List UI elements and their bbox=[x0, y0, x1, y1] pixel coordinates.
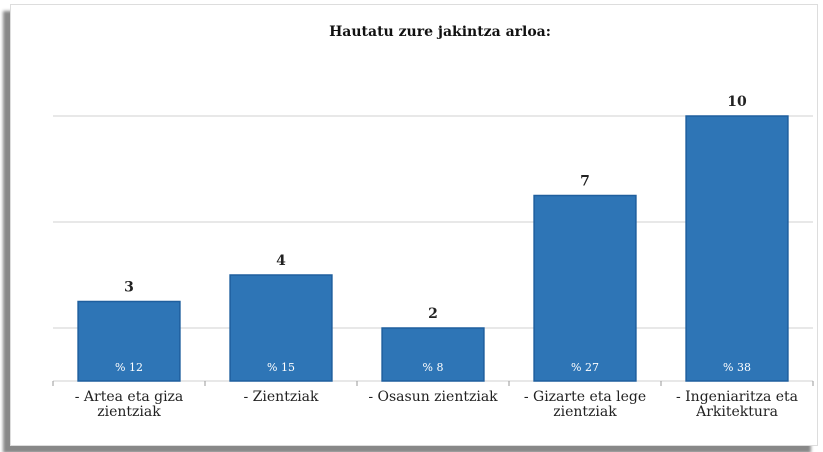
share-label: % 8 bbox=[423, 361, 444, 374]
value-label: 10 bbox=[727, 94, 747, 110]
share-label: % 27 bbox=[571, 361, 599, 374]
value-label: 4 bbox=[276, 253, 286, 269]
bar bbox=[381, 327, 485, 382]
value-label: 3 bbox=[124, 280, 134, 296]
x-tick-label: - Ingeniaritza eta Arkitektura bbox=[675, 389, 799, 420]
value-label: 7 bbox=[580, 174, 590, 190]
bar bbox=[77, 300, 181, 382]
share-label: % 15 bbox=[267, 361, 295, 374]
share-label: % 38 bbox=[723, 361, 751, 374]
x-tick-label: - Gizarte eta lege zientziak bbox=[523, 389, 647, 420]
share-label: % 12 bbox=[115, 361, 143, 374]
x-tick-label: - Osasun zientziak bbox=[368, 389, 498, 405]
bar bbox=[229, 274, 333, 382]
chart-title: Hautatu zure jakintza arloa: bbox=[329, 24, 551, 40]
bar bbox=[685, 115, 789, 382]
x-tick-label: - Artea eta giza zientziak bbox=[74, 389, 184, 420]
bar bbox=[533, 194, 637, 382]
value-label: 2 bbox=[428, 306, 438, 322]
x-tick-label: - Zientziak bbox=[243, 389, 319, 405]
